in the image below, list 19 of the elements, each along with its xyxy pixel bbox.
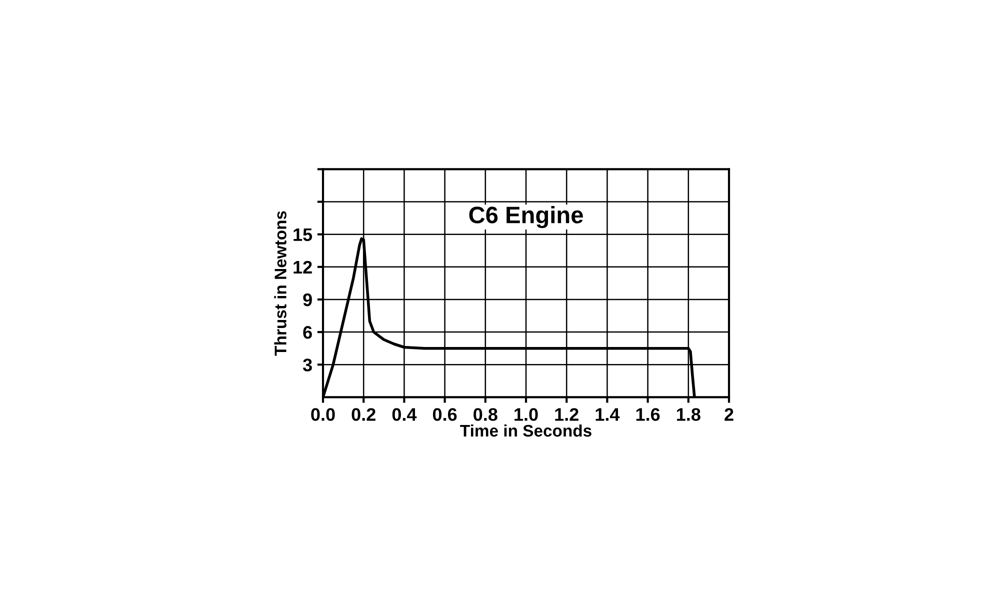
y-tick-label: 3: [302, 358, 312, 372]
x-tick-label: 1.4: [596, 408, 620, 421]
x-tick-label: 0.2: [352, 408, 376, 421]
y-tick-label: 9: [303, 293, 312, 306]
y-axis-title: Thrust in Newtons: [274, 211, 286, 356]
x-tick-label: 0.0: [311, 408, 335, 421]
y-tick-label: 15: [294, 228, 312, 242]
x-tick-label: 1.8: [676, 408, 700, 421]
y-tick-label: 12: [294, 260, 312, 274]
x-tick-label: 0.8: [474, 408, 498, 421]
x-tick-label: 2: [724, 408, 734, 421]
x-tick-label: 1.6: [636, 408, 660, 421]
x-tick-label: 0.4: [392, 408, 417, 421]
x-tick-label: 1.2: [555, 408, 578, 421]
x-tick-label: 1.0: [514, 408, 538, 421]
x-axis-title: Time in Seconds: [460, 424, 592, 437]
y-tick-label: 6: [303, 326, 312, 339]
text: C6 Engine: [469, 206, 583, 228]
x-tick-label: 0.6: [432, 408, 457, 421]
